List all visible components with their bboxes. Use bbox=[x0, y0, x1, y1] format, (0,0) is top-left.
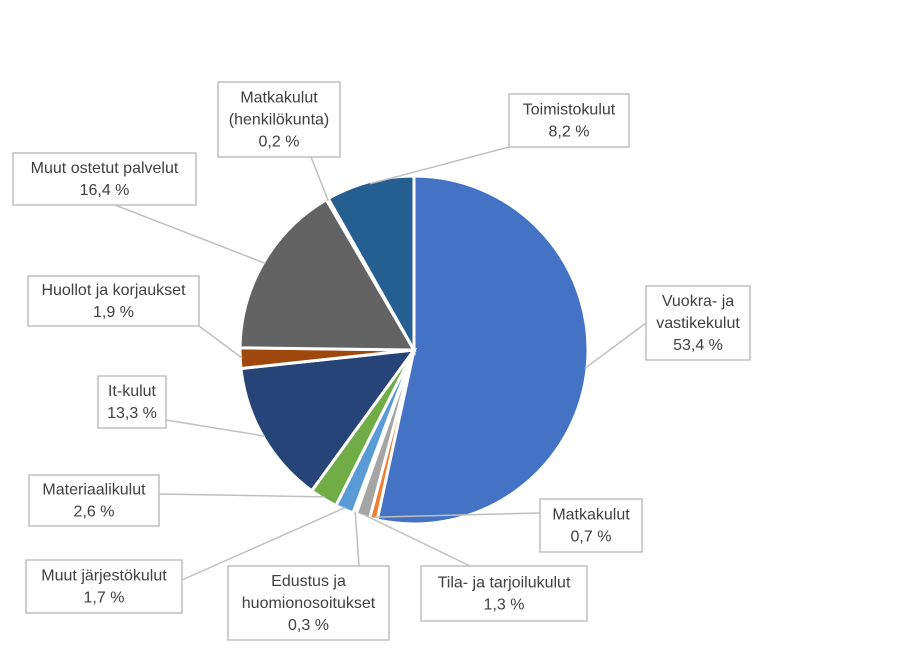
data-label-muut-jarjestokulut: Muut järjestökulut 1,7 % bbox=[41, 568, 167, 607]
label-box-muut-jarjestokulut bbox=[25, 559, 183, 614]
data-label-value: 0,3 % bbox=[288, 617, 329, 634]
leader-line-muut-jarjestokulut bbox=[181, 506, 346, 581]
pie-slice-it-kulut bbox=[239, 348, 418, 493]
leader-line-toimistokulut bbox=[370, 146, 510, 185]
data-label-name: Matkakulut bbox=[240, 90, 318, 107]
data-label-name: Edustus ja bbox=[271, 573, 346, 590]
data-label-name: (henkilökunta) bbox=[229, 112, 330, 129]
label-box-it-kulut bbox=[97, 375, 167, 429]
pie-slice-toimistokulut bbox=[326, 174, 416, 356]
data-label-value: 8,2 % bbox=[549, 124, 590, 141]
label-box-tila-ja-tarjoilukulut bbox=[420, 565, 588, 622]
data-label-toimistokulut: Toimistokulut 8,2 % bbox=[523, 102, 616, 141]
data-label-name: Vuokra- ja bbox=[662, 293, 734, 310]
label-box-matkakulut bbox=[539, 498, 643, 553]
data-label-name: Muut järjestökulut bbox=[41, 568, 167, 585]
leader-line-vuokra-ja-vastikekulut bbox=[584, 322, 647, 369]
data-label-value: 1,9 % bbox=[93, 304, 134, 321]
data-label-name: Tila- ja tarjoilukulut bbox=[438, 575, 571, 592]
label-box-edustus-ja-huomionosoitukset bbox=[227, 565, 390, 641]
data-label-tila-ja-tarjoilukulut: Tila- ja tarjoilukulut 1,3 % bbox=[438, 575, 571, 614]
data-label-huollot-ja-korjaukset: Huollot ja korjaukset 1,9 % bbox=[41, 282, 186, 321]
data-label-value: 0,7 % bbox=[571, 529, 612, 546]
label-box-materiaalikulut bbox=[28, 474, 160, 527]
leader-line-materiaalikulut bbox=[158, 493, 325, 498]
label-box-huollot-ja-korjaukset bbox=[27, 275, 200, 327]
data-label-name: Matkakulut bbox=[552, 507, 630, 524]
pie-slices bbox=[238, 174, 590, 526]
data-label-value: 13,3 % bbox=[107, 405, 157, 422]
leader-line-matkakulut bbox=[373, 512, 541, 518]
data-label-matkakulut: Matkakulut 0,7 % bbox=[552, 507, 630, 546]
data-label-name: vastikekulut bbox=[656, 315, 740, 332]
leader-line-edustus-ja-huomionosoitukset bbox=[354, 511, 360, 567]
leader-line-it-kulut bbox=[165, 419, 266, 437]
data-label-value: 53,4 % bbox=[673, 337, 723, 354]
data-label-vuokra-ja-vastikekulut: Vuokra- ja vastikekulut 53,4 % bbox=[656, 293, 740, 354]
data-label-matkakulut-henkilokunta: Matkakulut (henkilökunta) 0,2 % bbox=[229, 90, 330, 151]
label-box-vuokra-ja-vastikekulut bbox=[645, 285, 751, 361]
leader-line-tila-ja-tarjoilukulut bbox=[363, 513, 471, 567]
pie-slice-vuokra-ja-vastikekulut bbox=[375, 174, 590, 526]
data-label-name: It-kulut bbox=[108, 383, 157, 400]
data-label-name: huomionosoitukset bbox=[242, 595, 376, 612]
data-label-muut-ostetut-palvelut: Muut ostetut palvelut 16,4 % bbox=[31, 160, 179, 199]
leader-line-muut-ostetut-palvelut bbox=[114, 204, 266, 265]
data-label-name: Huollot ja korjaukset bbox=[41, 282, 186, 299]
label-box-matkakulut-henkilokunta bbox=[217, 81, 341, 158]
data-label-name: Toimistokulut bbox=[523, 102, 616, 119]
leader-line-matkakulut-henkilokunta bbox=[310, 156, 329, 202]
data-label-it-kulut: It-kulut 13,3 % bbox=[107, 383, 157, 422]
leader-line-huollot-ja-korjaukset bbox=[198, 325, 243, 359]
data-label-value: 1,3 % bbox=[484, 597, 525, 614]
data-label-value: 1,7 % bbox=[84, 590, 125, 607]
data-label-materiaalikulut: Materiaalikulut 2,6 % bbox=[42, 482, 146, 521]
data-label-edustus-ja-huomionosoitukset: Edustus ja huomionosoitukset 0,3 % bbox=[242, 573, 376, 634]
label-box-muut-ostetut-palvelut bbox=[12, 152, 197, 206]
pie-labels: Vuokra- ja vastikekulut 53,4 % Matkakulut 0,… bbox=[12, 81, 751, 641]
data-label-name: Muut ostetut palvelut bbox=[31, 160, 179, 177]
data-label-value: 0,2 % bbox=[259, 134, 300, 151]
data-label-value: 16,4 % bbox=[80, 182, 130, 199]
data-label-value: 2,6 % bbox=[74, 504, 115, 521]
label-box-toimistokulut bbox=[508, 93, 630, 148]
data-label-name: Materiaalikulut bbox=[42, 482, 146, 499]
